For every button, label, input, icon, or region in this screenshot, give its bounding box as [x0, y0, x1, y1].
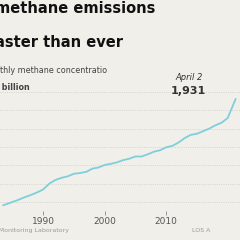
Text: nthly methane concentratio: nthly methane concentratio — [0, 66, 107, 75]
Text: methane emissions: methane emissions — [0, 1, 156, 16]
Text: r billion: r billion — [0, 83, 30, 92]
Text: LOS A: LOS A — [192, 228, 210, 233]
Text: l Monitoring Laboratory: l Monitoring Laboratory — [0, 228, 69, 233]
Text: aster than ever: aster than ever — [0, 35, 123, 50]
Text: 1,931: 1,931 — [170, 86, 206, 96]
Text: April 2: April 2 — [175, 73, 203, 82]
